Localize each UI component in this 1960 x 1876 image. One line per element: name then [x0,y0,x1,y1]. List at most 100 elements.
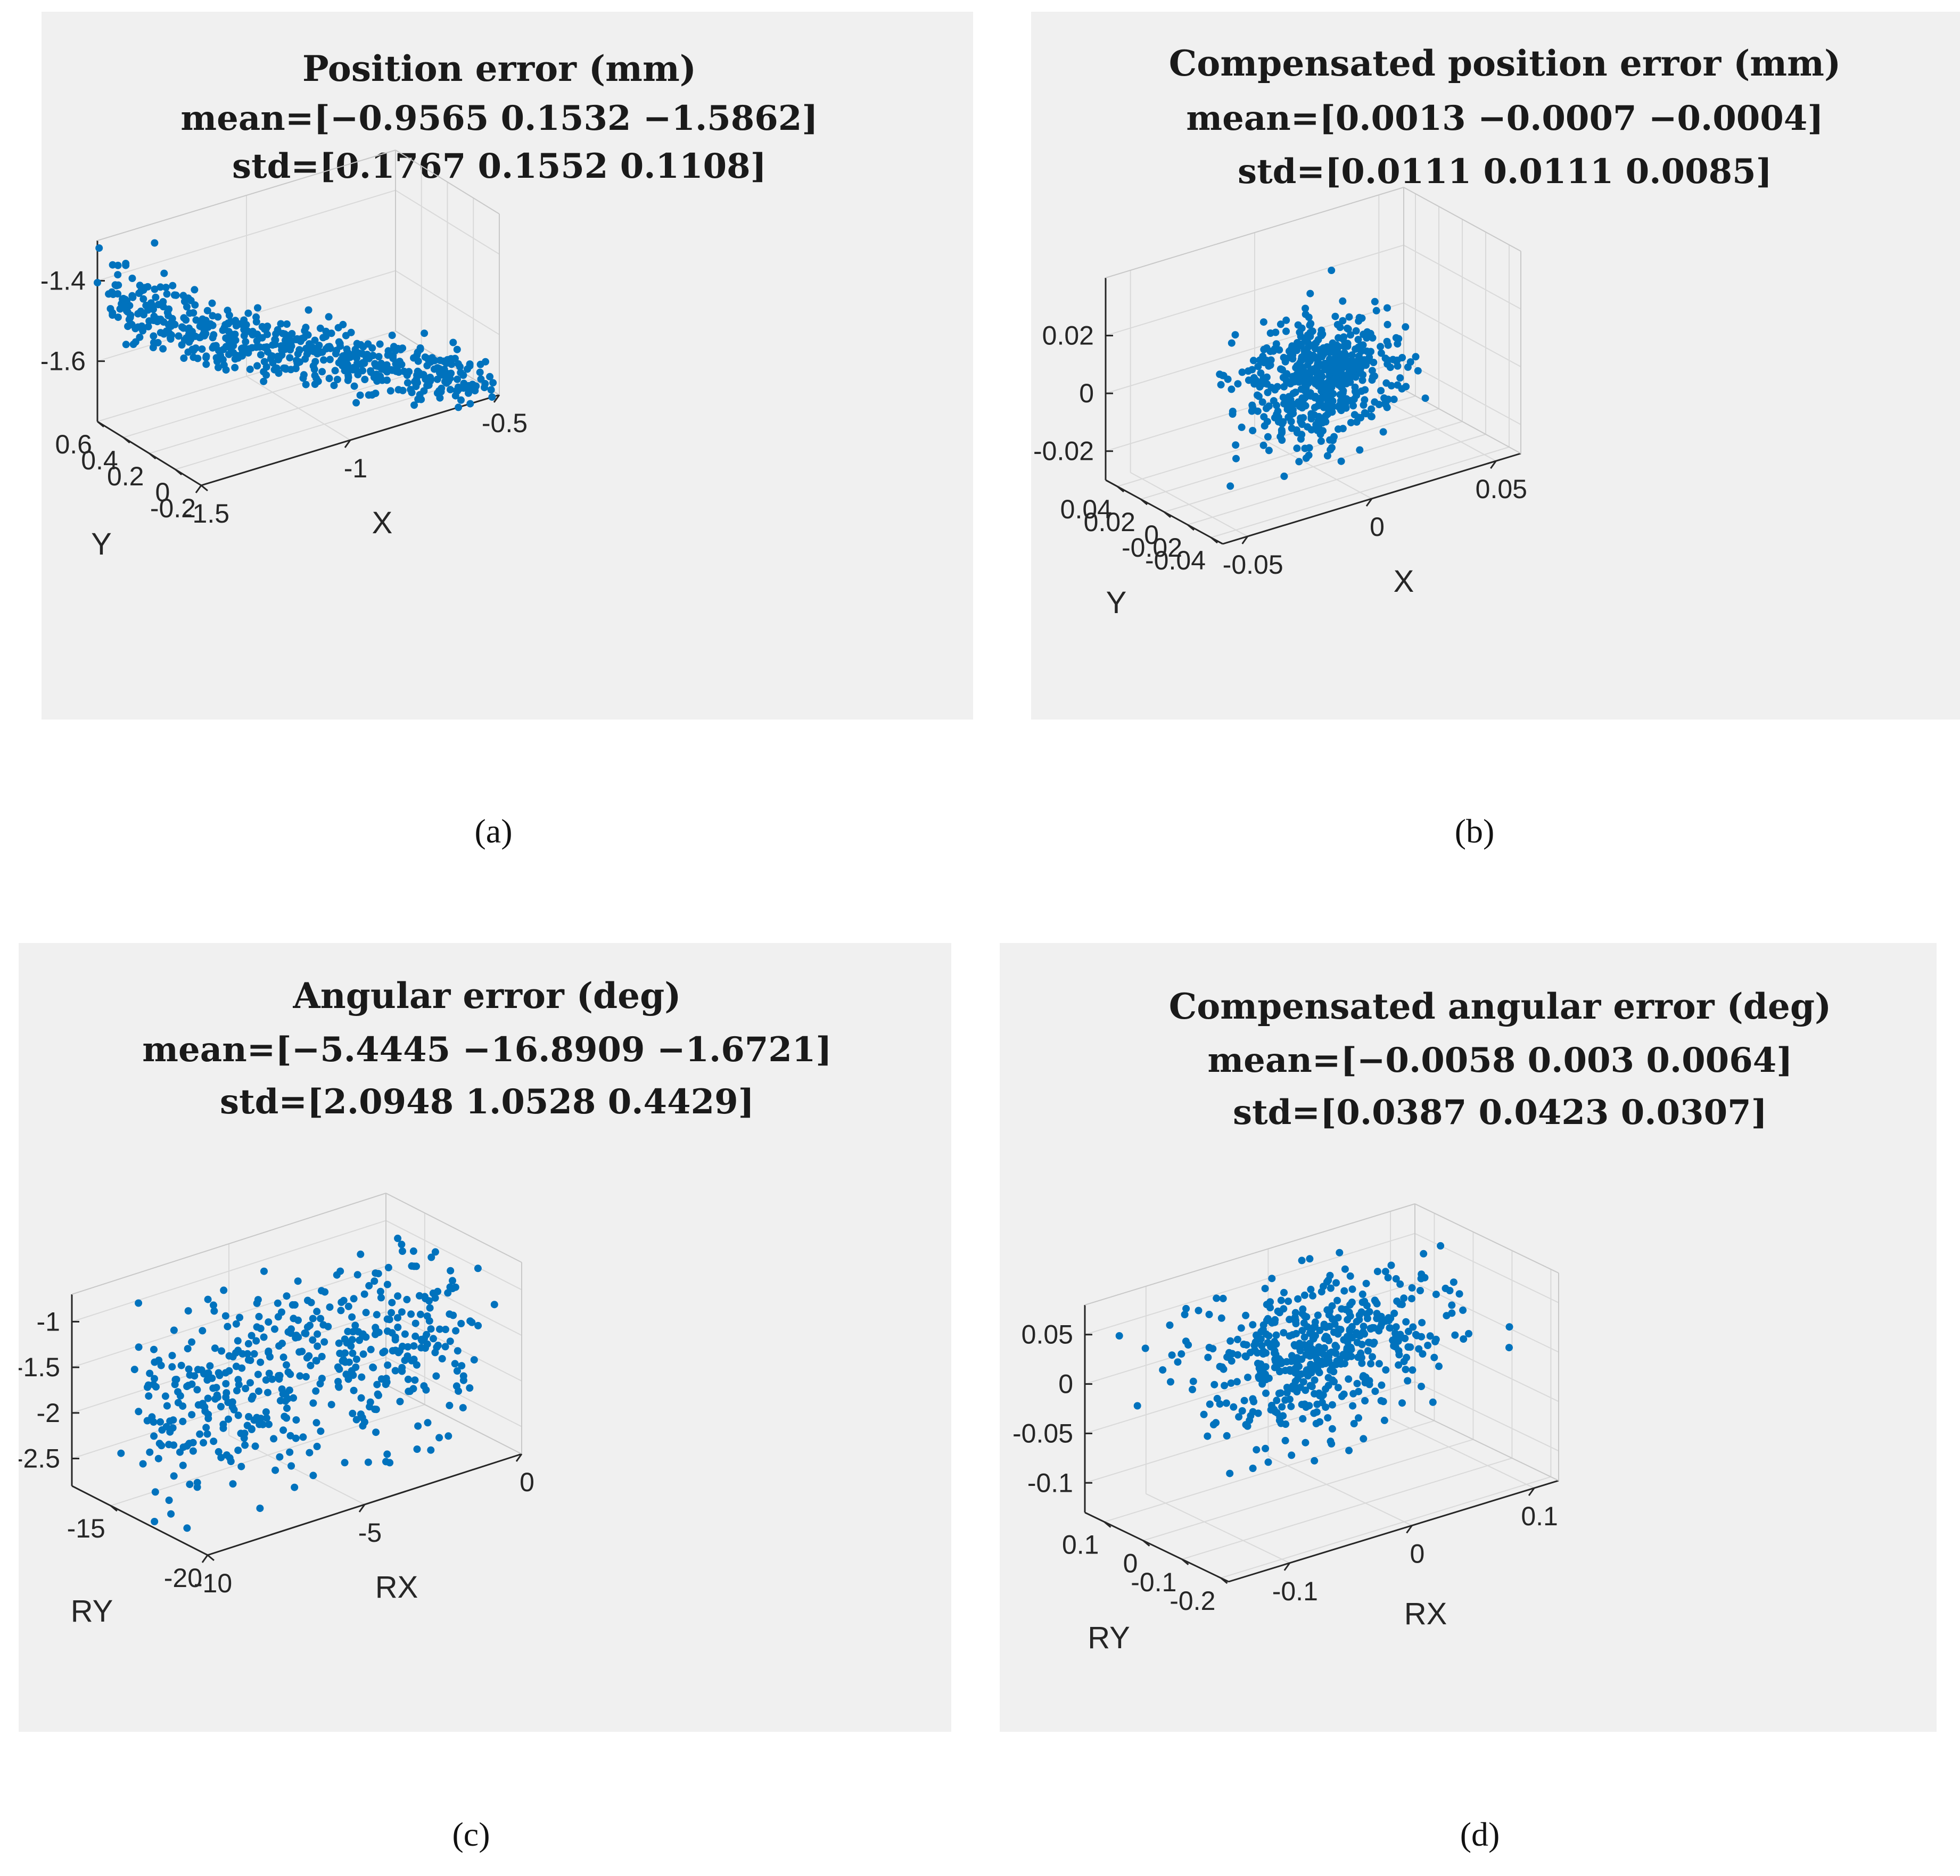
data-point [413,1445,421,1453]
z-tick-label: -1.4 [42,266,86,296]
data-point [218,1347,226,1355]
data-point [1373,1268,1381,1276]
data-point [466,1317,474,1325]
data-point [204,1394,212,1402]
chart-mean: mean=[−0.0058 0.003 0.0064] [1207,1040,1792,1080]
data-point [154,1454,162,1462]
data-point [1228,1357,1236,1365]
data-point [487,386,495,394]
data-point [1206,1400,1214,1408]
data-point [1255,392,1263,400]
data-point [1360,1372,1368,1380]
data-point [436,394,444,402]
data-point [152,293,160,301]
data-point [408,1262,416,1270]
data-point [1259,318,1267,326]
data-point [170,1472,178,1480]
chart-mean: mean=[−5.4445 −16.8909 −1.6721] [142,1030,831,1070]
data-point [202,1424,210,1432]
data-point [1395,1361,1403,1369]
data-point [191,286,199,294]
z-tick-label: -0.05 [1012,1418,1073,1448]
data-point [1371,1296,1379,1304]
data-point [1355,1414,1362,1422]
data-point [447,1267,455,1275]
z-tick-label: -1 [37,1307,60,1336]
data-point [262,1414,270,1422]
data-point [1316,1326,1324,1334]
data-point [411,1319,419,1327]
data-point [1313,1400,1321,1408]
data-point [1277,320,1284,328]
data-point [253,362,261,370]
data-point [1353,1338,1361,1346]
data-point [1293,1359,1301,1367]
data-point [381,366,388,374]
data-point [386,387,394,395]
y-tick-label: 0 [1144,520,1159,550]
data-point [260,377,268,385]
data-point [427,1253,435,1261]
data-point [1347,419,1355,427]
data-point [135,1343,143,1351]
data-point [1362,1279,1370,1287]
data-point [398,360,406,368]
data-point [407,1310,415,1318]
data-point [260,1267,268,1275]
data-point [394,1292,402,1300]
data-point [294,350,302,358]
data-point [298,1348,306,1356]
data-point [394,1349,402,1357]
data-point [1302,384,1310,392]
data-point [1340,1390,1348,1398]
data-point [296,1372,304,1380]
data-point [234,1447,242,1454]
data-point [144,305,152,313]
data-point [1331,357,1339,365]
data-point [1228,385,1236,393]
data-point [1278,1403,1286,1411]
data-point [1325,348,1333,356]
data-point [1264,1458,1272,1466]
x-axis-line [1228,1480,1559,1583]
data-point [1279,1412,1287,1420]
gridline [1105,244,1404,336]
data-point [238,344,246,352]
data-point [251,1442,259,1450]
data-point [204,1415,212,1423]
data-point [178,323,186,331]
data-point [1243,1422,1251,1430]
data-point [202,353,210,361]
data-point [193,1478,201,1486]
data-point [184,1345,192,1353]
data-point [352,1416,360,1424]
gridline [1221,1476,1551,1579]
data-point [313,1442,321,1450]
data-point [314,1330,322,1338]
data-point [1317,1393,1325,1401]
data-point [367,368,375,376]
data-point [246,365,254,373]
data-point [470,1356,478,1364]
data-point [208,299,216,307]
data-point [1396,1300,1404,1308]
data-point [1430,1353,1438,1361]
data-point [377,1375,385,1383]
data-point [373,1311,381,1319]
data-point [249,1392,257,1400]
data-point [237,1462,245,1470]
data-point [170,1326,178,1334]
data-point [1371,398,1379,406]
data-point [1396,1280,1404,1288]
data-point [359,1422,367,1430]
data-point [1323,452,1331,460]
data-point [234,1337,242,1345]
data-point [190,309,197,317]
data-point [1409,1323,1417,1331]
data-point [1459,1306,1467,1314]
data-point [384,1327,391,1335]
data-point [1369,373,1377,381]
data-point [262,1408,270,1416]
data-point [1339,317,1347,325]
data-point [292,365,300,373]
